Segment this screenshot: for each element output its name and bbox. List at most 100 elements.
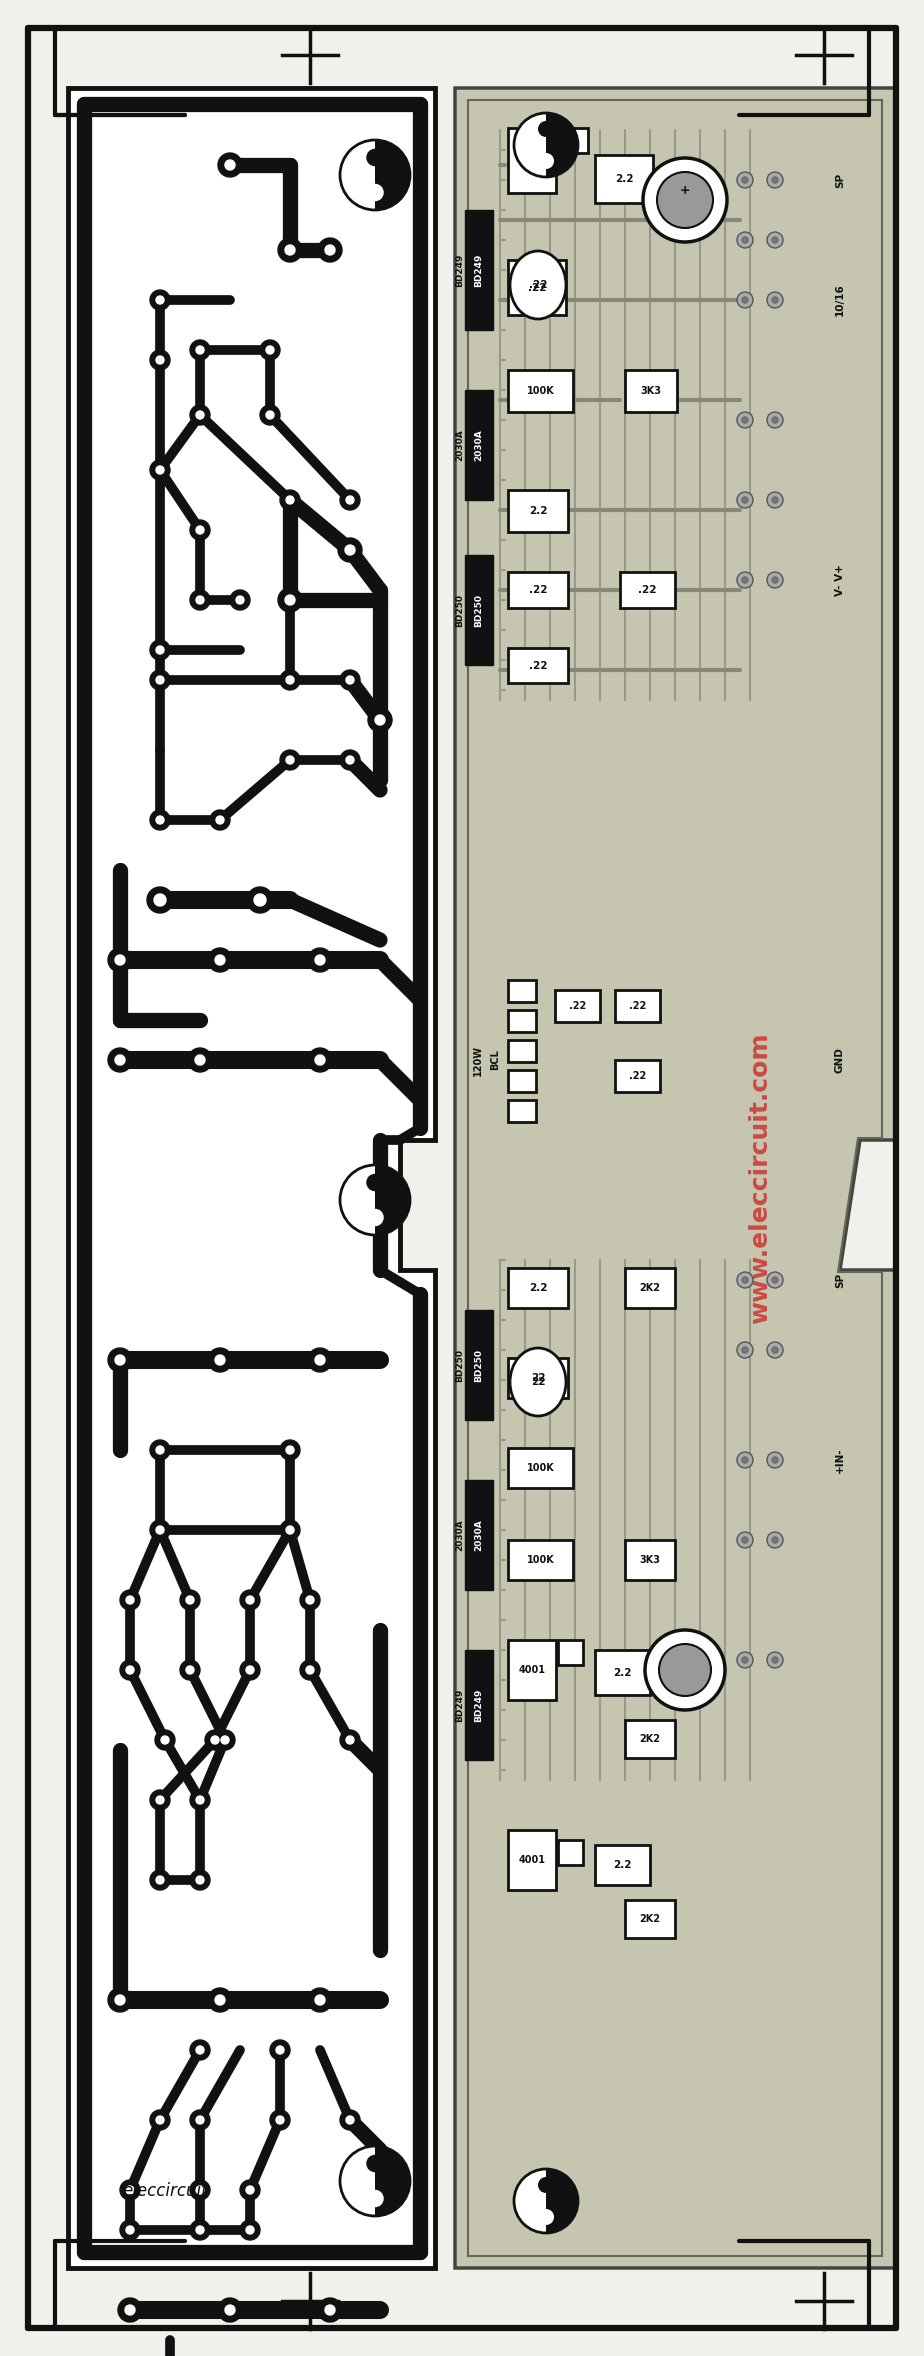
Circle shape <box>742 297 748 304</box>
Circle shape <box>108 947 132 973</box>
Bar <box>595 1649 650 1694</box>
Circle shape <box>737 231 753 247</box>
Circle shape <box>150 2111 170 2130</box>
Circle shape <box>246 1595 254 1604</box>
Circle shape <box>325 245 335 254</box>
Circle shape <box>340 2146 410 2217</box>
Circle shape <box>737 1451 753 1468</box>
Circle shape <box>190 2219 210 2241</box>
Circle shape <box>308 1048 332 1072</box>
Text: 2K2: 2K2 <box>639 1284 661 1293</box>
Circle shape <box>126 1595 134 1604</box>
Text: 2.2: 2.2 <box>614 174 633 184</box>
Circle shape <box>147 886 173 914</box>
Bar <box>615 990 660 1023</box>
Circle shape <box>315 1055 325 1065</box>
Text: .22: .22 <box>529 584 547 596</box>
Bar <box>555 990 600 1023</box>
Text: BD249: BD249 <box>456 1689 465 1722</box>
Circle shape <box>210 810 230 829</box>
Circle shape <box>190 405 210 424</box>
Bar <box>625 1899 675 1939</box>
Text: BCL: BCL <box>490 1048 500 1070</box>
Circle shape <box>280 1520 300 1541</box>
Text: 3K3: 3K3 <box>640 386 662 396</box>
Text: 4001: 4001 <box>518 155 545 165</box>
Circle shape <box>306 1666 314 1675</box>
Circle shape <box>270 2040 290 2059</box>
Circle shape <box>260 405 280 424</box>
Circle shape <box>300 1661 320 1680</box>
Circle shape <box>246 2186 254 2193</box>
Circle shape <box>737 172 753 188</box>
Circle shape <box>742 177 748 184</box>
Circle shape <box>156 1527 164 1534</box>
Circle shape <box>280 669 300 690</box>
Circle shape <box>208 1348 232 1371</box>
Circle shape <box>278 589 302 613</box>
Circle shape <box>306 1595 314 1604</box>
Circle shape <box>767 1272 783 1289</box>
Circle shape <box>286 1527 294 1534</box>
Bar <box>508 1039 536 1063</box>
Circle shape <box>286 1447 294 1454</box>
Circle shape <box>737 292 753 309</box>
Circle shape <box>366 2189 383 2208</box>
Text: +IN-: +IN- <box>835 1447 845 1472</box>
Circle shape <box>211 1736 219 1743</box>
Circle shape <box>190 589 210 610</box>
Circle shape <box>156 356 164 363</box>
Circle shape <box>190 1791 210 1809</box>
Circle shape <box>150 459 170 481</box>
Bar <box>560 127 588 153</box>
Bar <box>465 1649 493 1760</box>
Circle shape <box>340 1729 360 1751</box>
Circle shape <box>659 1644 711 1696</box>
Circle shape <box>240 1661 260 1680</box>
Circle shape <box>161 1736 169 1743</box>
Circle shape <box>150 810 170 829</box>
Circle shape <box>240 2179 260 2201</box>
Bar <box>465 1480 493 1590</box>
Circle shape <box>118 2297 142 2323</box>
Circle shape <box>538 2210 554 2224</box>
Circle shape <box>156 1447 164 1454</box>
Circle shape <box>155 1729 175 1751</box>
Circle shape <box>120 1590 140 1609</box>
Circle shape <box>308 947 332 973</box>
Circle shape <box>230 589 250 610</box>
Circle shape <box>108 1348 132 1371</box>
Bar <box>465 556 493 664</box>
Circle shape <box>538 120 554 137</box>
Text: 10/16: 10/16 <box>835 283 845 316</box>
Circle shape <box>772 1456 778 1463</box>
Circle shape <box>190 1871 210 1890</box>
Circle shape <box>315 954 325 966</box>
Circle shape <box>195 1055 205 1065</box>
Circle shape <box>260 339 280 360</box>
Circle shape <box>156 1795 164 1805</box>
Circle shape <box>772 238 778 243</box>
Polygon shape <box>375 139 410 210</box>
Bar <box>625 1268 675 1308</box>
Circle shape <box>657 172 713 229</box>
Circle shape <box>156 297 164 304</box>
Polygon shape <box>375 1164 410 1235</box>
Circle shape <box>767 1531 783 1548</box>
Circle shape <box>266 346 274 353</box>
Circle shape <box>150 1871 170 1890</box>
Circle shape <box>368 709 392 733</box>
Bar <box>508 573 568 608</box>
Circle shape <box>246 2226 254 2233</box>
Circle shape <box>150 669 170 690</box>
Circle shape <box>772 1536 778 1543</box>
Circle shape <box>126 2226 134 2233</box>
Text: 2K2: 2K2 <box>639 1734 661 1743</box>
Circle shape <box>742 1277 748 1284</box>
Circle shape <box>772 177 778 184</box>
Text: 2030A: 2030A <box>456 429 465 462</box>
Text: 22: 22 <box>530 1374 545 1383</box>
Circle shape <box>286 756 294 763</box>
Bar <box>465 210 493 330</box>
Circle shape <box>767 231 783 247</box>
